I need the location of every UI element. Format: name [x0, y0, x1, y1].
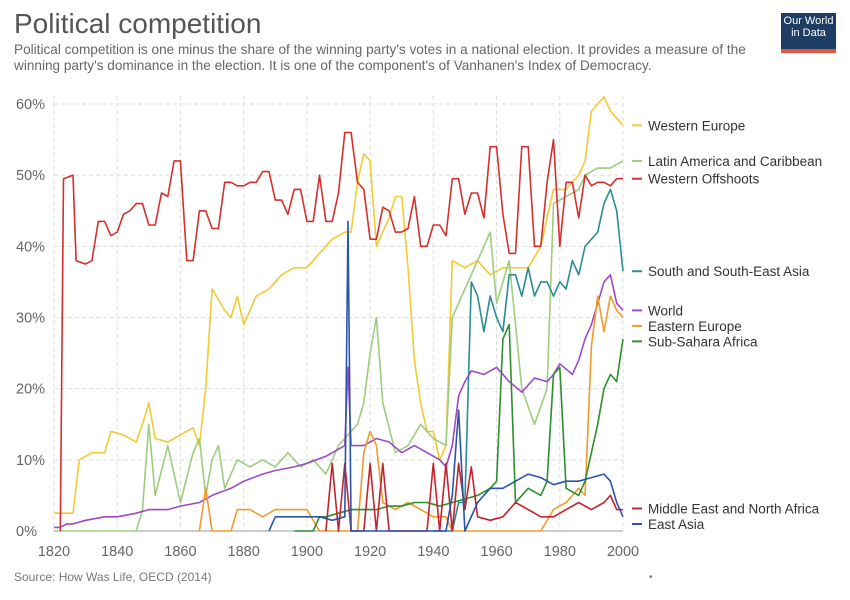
x-tick-label: 1980 — [544, 544, 576, 560]
x-tick-label: 1900 — [291, 544, 323, 560]
source-note[interactable]: Source: How Was Life, OECD (2014) — [14, 570, 212, 584]
chart-subtitle: Political competition is one minus the s… — [14, 42, 746, 73]
series-line-sub-sahara-africa — [294, 323, 624, 532]
y-tick-label: 10% — [16, 453, 45, 469]
x-tick-label: 1860 — [164, 544, 196, 560]
logo-line-2: in Data — [791, 26, 826, 39]
y-tick-label: 60% — [16, 97, 45, 113]
x-tick-label: 1880 — [228, 544, 260, 560]
x-tick-label: 1940 — [417, 544, 449, 560]
legend-label: Western Europe — [648, 118, 745, 133]
x-tick-label: 2000 — [607, 544, 639, 560]
series-line-latin-america-and-caribbean — [54, 160, 624, 532]
legend-label: Middle East and North Africa — [648, 502, 820, 517]
owid-logo[interactable]: Our World in Data — [781, 13, 836, 53]
legend-label: Eastern Europe — [648, 319, 742, 334]
x-tick-label: 1820 — [38, 544, 70, 560]
y-tick-label: 40% — [16, 239, 45, 255]
footer-mark: • — [649, 572, 653, 583]
legend-label: East Asia — [648, 517, 705, 532]
legend-label: South and South-East Asia — [648, 264, 810, 279]
series-line-eastern-europe — [198, 295, 624, 532]
x-tick-label: 1840 — [101, 544, 133, 560]
series-line-east-asia — [268, 220, 624, 532]
series-line-south-and-south-east-asia — [433, 188, 624, 532]
x-tick-label: 1920 — [354, 544, 386, 560]
logo-line-1: Our World — [783, 15, 834, 27]
legend-label: Sub-Sahara Africa — [648, 334, 758, 349]
legend-label: Western Offshoots — [648, 172, 760, 187]
legend-label: Latin America and Caribbean — [648, 154, 822, 169]
series-line-middle-east-and-north-africa — [325, 462, 623, 532]
y-tick-label: 30% — [16, 311, 45, 327]
y-tick-label: 20% — [16, 382, 45, 398]
y-tick-label: 50% — [16, 168, 45, 184]
series-line-western-offshoots — [59, 131, 623, 532]
series-line-western-europe — [54, 96, 624, 514]
x-tick-label: 1960 — [480, 544, 512, 560]
legend-label: World — [648, 303, 683, 318]
chart-title: Political competition — [14, 8, 262, 39]
series-line-world — [54, 274, 624, 529]
y-tick-label: 0% — [16, 524, 37, 540]
